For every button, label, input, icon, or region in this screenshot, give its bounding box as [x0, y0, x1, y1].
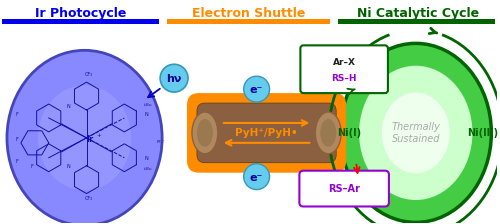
Text: +: +: [96, 133, 101, 138]
Circle shape: [244, 76, 270, 102]
Text: F: F: [16, 137, 18, 142]
Ellipse shape: [7, 50, 162, 224]
FancyBboxPatch shape: [197, 103, 336, 163]
Bar: [2, 19, 159, 24]
Text: CF₃: CF₃: [84, 196, 92, 200]
Ellipse shape: [316, 112, 341, 154]
Circle shape: [160, 64, 188, 92]
Text: Electron Shuttle: Electron Shuttle: [192, 7, 306, 20]
Text: t-Bu: t-Bu: [144, 167, 152, 171]
Text: Ni(III): Ni(III): [466, 128, 498, 138]
Text: PF₆⁻: PF₆⁻: [157, 140, 166, 144]
Ellipse shape: [340, 43, 492, 222]
Ellipse shape: [38, 85, 131, 190]
Text: N: N: [144, 112, 148, 117]
Text: F: F: [16, 159, 18, 164]
Ellipse shape: [197, 119, 213, 147]
Text: hν: hν: [166, 74, 182, 84]
Text: Ir Photocycle: Ir Photocycle: [35, 7, 126, 20]
Text: t-Bu: t-Bu: [144, 103, 152, 107]
Text: RS–Ar: RS–Ar: [328, 184, 360, 194]
Text: Ir: Ir: [86, 135, 93, 144]
Bar: [338, 19, 496, 24]
Text: Ni Catalytic Cycle: Ni Catalytic Cycle: [356, 7, 479, 20]
Text: PyH⁺/PyH•: PyH⁺/PyH•: [236, 128, 298, 138]
Circle shape: [244, 164, 270, 190]
Ellipse shape: [320, 119, 336, 147]
Text: N: N: [67, 164, 70, 169]
Text: F: F: [30, 164, 33, 169]
Ellipse shape: [359, 66, 472, 200]
Text: Thermally
Sustained: Thermally Sustained: [392, 122, 440, 144]
Text: RS–H: RS–H: [332, 74, 357, 83]
Bar: [167, 19, 330, 24]
FancyBboxPatch shape: [187, 93, 346, 173]
Ellipse shape: [192, 112, 218, 154]
FancyBboxPatch shape: [300, 171, 389, 207]
Text: F: F: [16, 112, 18, 117]
Text: e⁻: e⁻: [250, 85, 264, 95]
Text: N: N: [67, 104, 70, 109]
Text: CF₃: CF₃: [84, 72, 92, 77]
Text: N: N: [144, 156, 148, 161]
Text: Ni(I): Ni(I): [337, 128, 361, 138]
Text: Ar–X: Ar–X: [332, 58, 355, 67]
FancyBboxPatch shape: [300, 45, 388, 93]
Text: e⁻: e⁻: [250, 173, 264, 183]
Ellipse shape: [382, 93, 450, 173]
